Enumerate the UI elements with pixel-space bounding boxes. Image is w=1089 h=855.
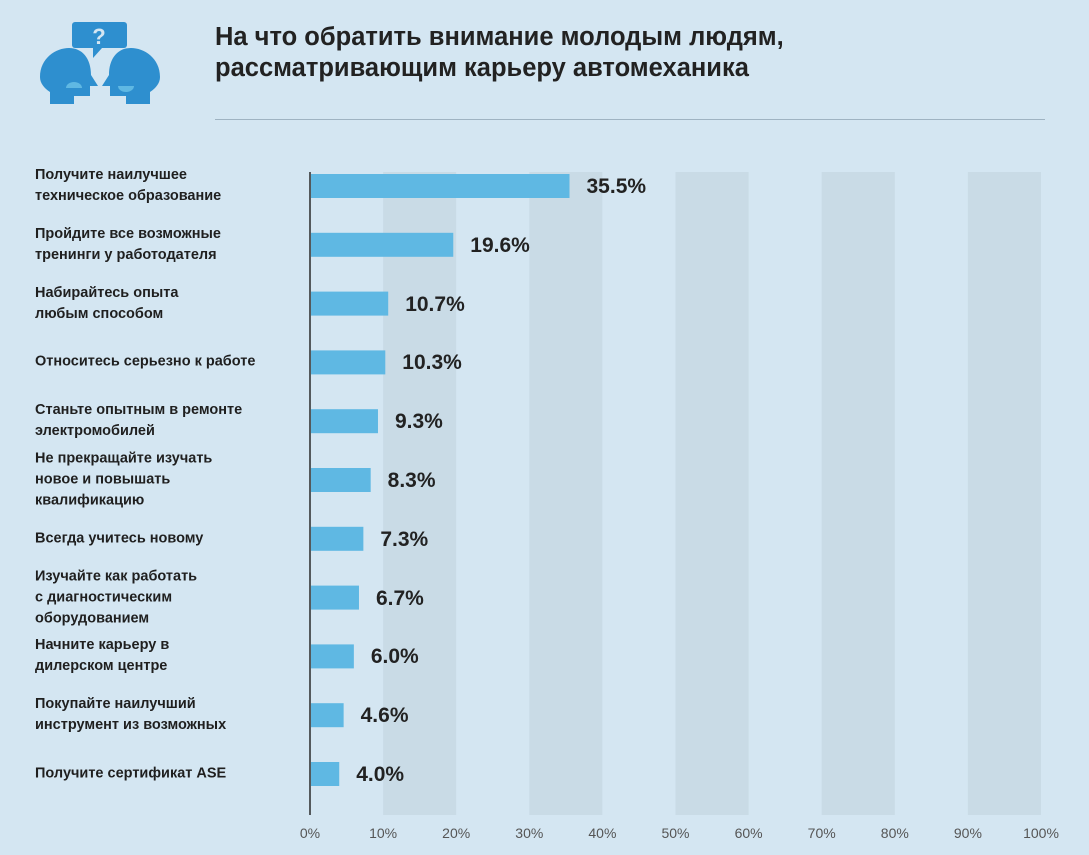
x-tick-label: 80% — [880, 825, 909, 841]
value-label: 6.7% — [375, 586, 424, 610]
title-line-2: рассматривающим карьеру автомеханика — [215, 54, 749, 82]
category-label-line: Покупайте наилучший — [35, 696, 196, 713]
bar — [311, 585, 359, 610]
category-label-line: Изучайте как работать — [35, 568, 198, 585]
grid-band — [675, 172, 749, 815]
value-label: 4.6% — [360, 704, 409, 728]
category-label: Покупайте наилучший инструмент из возможн… — [35, 694, 305, 736]
category-label: Не прекращайте изучать новое и повышать кв… — [35, 449, 305, 512]
value-label: 6.0% — [370, 645, 419, 669]
category-label-line: Набирайтесь опыта — [35, 284, 179, 301]
x-tick-label: 0% — [299, 825, 321, 841]
category-label-line: Относитесь серьезно к работе — [35, 353, 256, 370]
category-label: Пройдите все возможные тренинги у работод… — [35, 224, 305, 266]
category-label: Начните карьеру в дилерском центре — [35, 635, 305, 677]
category-label: Станьте опытным в ремонте электромобилей — [35, 400, 305, 442]
bar — [311, 174, 570, 198]
category-label-line: Пройдите все возможные — [35, 225, 221, 242]
category-label-line: квалификацию — [35, 492, 145, 509]
x-tick-label: 60% — [734, 825, 763, 841]
category-label: Всегда учитесь новому — [35, 528, 305, 549]
category-label-line: любым способом — [35, 305, 164, 322]
value-label: 9.3% — [394, 410, 443, 434]
bar — [311, 350, 386, 375]
value-label: 10.3% — [402, 351, 462, 375]
x-tick-label: 10% — [369, 825, 398, 841]
value-label: 7.3% — [380, 527, 429, 551]
category-label-line: Получите наилучшее — [35, 167, 187, 183]
grid-band — [383, 172, 457, 815]
two-heads-question-icon: ? — [36, 20, 166, 115]
x-tick-label: 100% — [1023, 825, 1059, 841]
category-label-line: Получите сертификат ASE — [35, 765, 227, 782]
svg-text:?: ? — [92, 24, 105, 49]
category-label-line: тренинги у работодателя — [35, 246, 217, 263]
category-label-line: с диагностическим — [35, 589, 173, 606]
bar — [311, 526, 364, 551]
category-label-line: Станьте опытным в ремонте — [35, 402, 243, 419]
x-tick-label: 70% — [807, 825, 836, 841]
x-tick-label: 90% — [953, 825, 982, 841]
value-label: 35.5% — [586, 175, 647, 198]
x-tick-label: 20% — [442, 825, 471, 841]
value-label: 10.7% — [405, 292, 465, 316]
category-label-line: Всегда учитесь новому — [35, 530, 204, 547]
category-label: Относитесь серьезно к работе — [35, 352, 305, 373]
value-label: 4.0% — [356, 763, 405, 786]
x-tick-label: 50% — [661, 825, 690, 841]
category-label-line: новое и повышать — [35, 471, 171, 488]
bar — [311, 468, 371, 492]
category-label-line: Начните карьеру в — [35, 637, 170, 654]
category-label-line: инструмент из возможных — [35, 717, 227, 734]
category-label-line: электромобилей — [35, 423, 155, 440]
category-label: Получите сертификат ASE — [35, 764, 305, 785]
grid-band — [529, 172, 603, 815]
category-label-line: техническое образование — [35, 188, 222, 204]
x-tick-label: 40% — [588, 825, 617, 841]
x-tick-label: 30% — [515, 825, 544, 841]
category-label-line: Не прекращайте изучать — [35, 450, 213, 467]
chart-title: На что обратить внимание молодым людям, … — [215, 22, 784, 84]
category-label-line: дилерском центре — [35, 658, 168, 675]
category-label: Изучайте как работать с диагностическим об… — [35, 566, 305, 629]
bar — [311, 762, 340, 786]
value-label: 19.6% — [470, 233, 530, 257]
divider — [215, 119, 1045, 120]
bar — [311, 644, 354, 669]
category-label-line: оборудованием — [35, 610, 150, 627]
bar — [311, 291, 389, 316]
value-label: 8.3% — [387, 469, 436, 492]
grid-band — [821, 172, 895, 815]
category-label: Набирайтесь опыта любым способом — [35, 283, 305, 325]
title-line-1: На что обратить внимание молодым людям, — [215, 23, 784, 51]
grid-band — [967, 172, 1041, 815]
bar — [311, 232, 454, 257]
category-label: Получите наилучшее техническое образовани… — [35, 165, 305, 207]
bar — [311, 703, 344, 728]
bar — [311, 409, 378, 434]
